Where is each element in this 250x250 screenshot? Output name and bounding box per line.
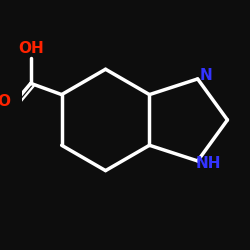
Text: O: O [0,94,10,109]
Text: OH: OH [18,41,44,56]
Text: N: N [200,68,212,84]
Text: NH: NH [196,156,221,172]
